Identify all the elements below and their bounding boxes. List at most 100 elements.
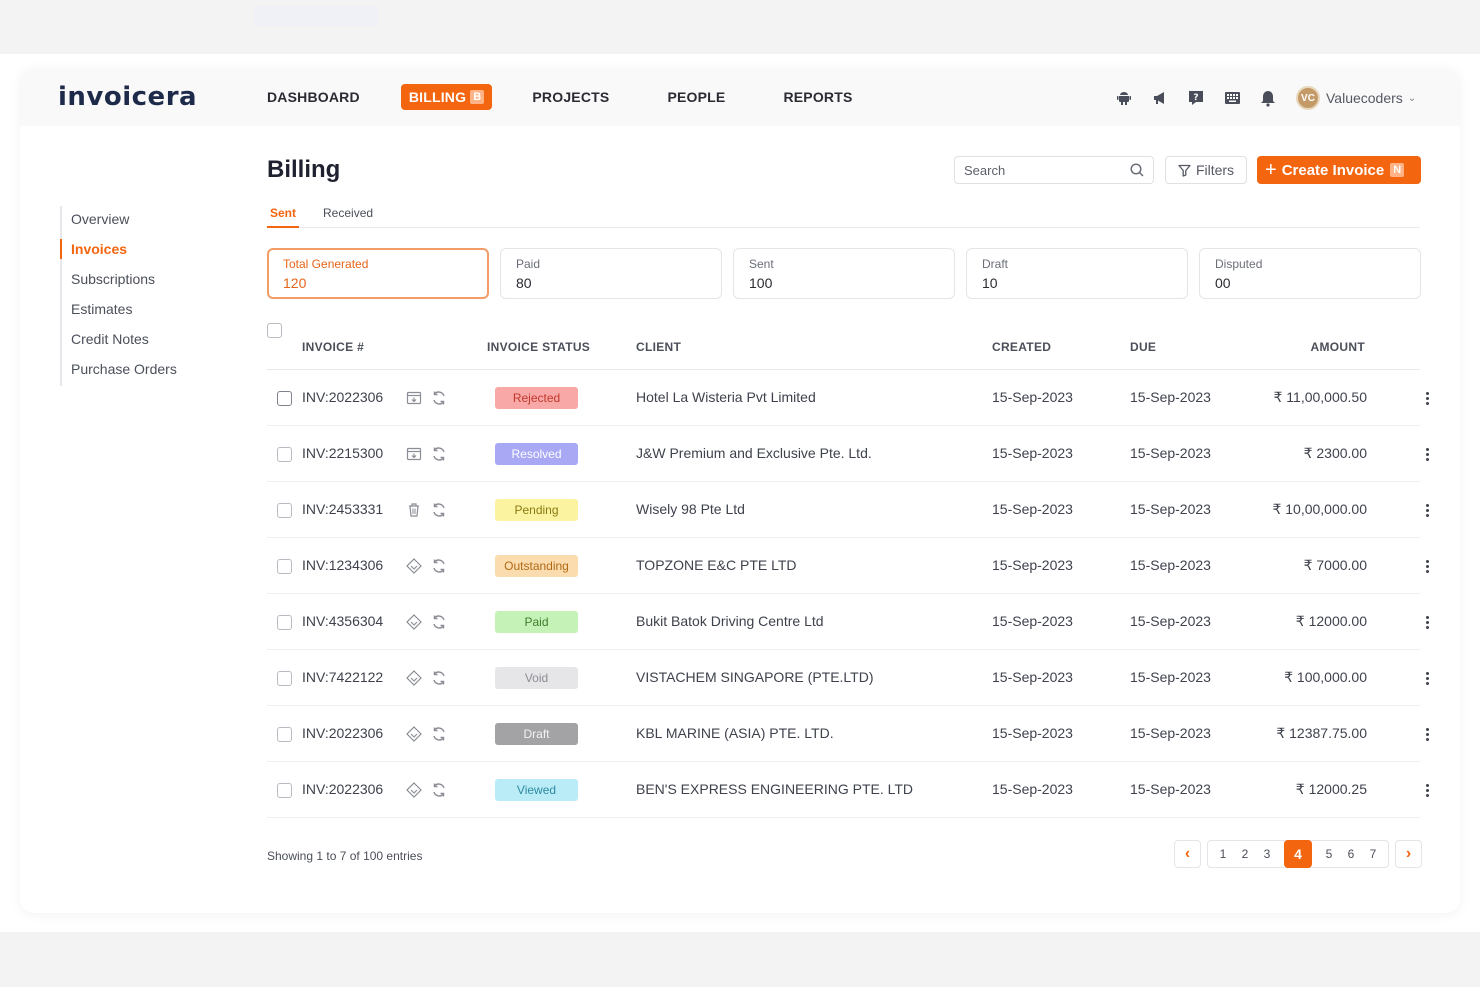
- diamond-icon[interactable]: [405, 725, 423, 743]
- column-due[interactable]: DUE: [1130, 340, 1157, 354]
- prev-page-button[interactable]: ‹: [1174, 840, 1201, 868]
- invoice-number[interactable]: INV:2215300: [302, 445, 384, 461]
- sidebar-item-purchase-orders[interactable]: Purchase Orders: [71, 361, 177, 377]
- diamond-icon[interactable]: [405, 781, 423, 799]
- user-menu[interactable]: VC Valuecoders ⌄: [1296, 86, 1416, 110]
- help-icon[interactable]: ?: [1186, 88, 1206, 108]
- status-badge: Pending: [495, 499, 578, 521]
- refresh-icon[interactable]: [430, 501, 448, 519]
- table-row[interactable]: INV:4356304 Paid Bukit Batok Driving Centr…: [267, 594, 1429, 650]
- sidebar-item-estimates[interactable]: Estimates: [71, 301, 133, 317]
- sidebar-item-invoices[interactable]: Invoices: [60, 236, 177, 266]
- sidebar-item-credit-notes[interactable]: Credit Notes: [71, 331, 149, 347]
- more-options-icon[interactable]: [1417, 780, 1437, 800]
- table-row[interactable]: INV:2022306 Draft KBL MARINE (ASIA) PTE. L…: [267, 706, 1429, 762]
- search-input[interactable]: [955, 157, 1115, 183]
- refresh-icon[interactable]: [430, 725, 448, 743]
- row-checkbox[interactable]: [277, 615, 292, 630]
- client-name: J&W Premium and Exclusive Pte. Ltd.: [636, 445, 872, 461]
- nav-people[interactable]: PEOPLE: [667, 89, 726, 105]
- table-row[interactable]: INV:2022306 Viewed BEN'S EXPRESS ENGINEERI…: [267, 762, 1429, 818]
- table-row[interactable]: INV:2215300 Resolved J&W Premium and Exclu…: [267, 426, 1429, 482]
- invoice-number[interactable]: INV:2453331: [302, 501, 384, 517]
- column-client[interactable]: CLIENT: [636, 340, 682, 354]
- row-checkbox[interactable]: [277, 727, 292, 742]
- refresh-icon[interactable]: [430, 389, 448, 407]
- refresh-icon[interactable]: [430, 445, 448, 463]
- nav-billing[interactable]: BILLING B: [400, 84, 493, 110]
- stat-card-sent[interactable]: Sent 100: [733, 248, 955, 299]
- column-created[interactable]: CREATED: [992, 340, 1052, 354]
- invoice-number[interactable]: INV:2022306: [302, 725, 384, 741]
- page-number-button[interactable]: 6: [1347, 847, 1355, 861]
- column-invoice[interactable]: INVOICE #: [302, 340, 365, 354]
- row-checkbox[interactable]: [277, 503, 292, 518]
- more-options-icon[interactable]: [1417, 500, 1437, 520]
- invoicera-logo[interactable]: invoicera: [58, 82, 198, 112]
- more-options-icon[interactable]: [1417, 724, 1437, 744]
- sidebar-item-subscriptions[interactable]: Subscriptions: [71, 271, 156, 287]
- more-options-icon[interactable]: [1417, 444, 1437, 464]
- page-number-button[interactable]: 5: [1325, 847, 1333, 861]
- row-checkbox[interactable]: [277, 671, 292, 686]
- stat-cards: Total Generated 120 Paid 80 Sent 100 Dra…: [267, 248, 1432, 299]
- stat-card-paid[interactable]: Paid 80: [500, 248, 722, 299]
- page-number-button[interactable]: 4: [1284, 840, 1312, 868]
- diamond-icon[interactable]: [405, 557, 423, 575]
- page-number-button[interactable]: 1: [1219, 847, 1227, 861]
- row-checkbox[interactable]: [277, 391, 292, 406]
- refresh-icon[interactable]: [430, 613, 448, 631]
- column-status[interactable]: INVOICE STATUS: [487, 340, 591, 354]
- row-checkbox[interactable]: [277, 559, 292, 574]
- nav-projects[interactable]: PROJECTS: [532, 89, 610, 105]
- search-icon[interactable]: [1129, 162, 1145, 178]
- trash-icon[interactable]: [405, 501, 423, 519]
- bell-icon[interactable]: [1258, 88, 1278, 108]
- megaphone-icon[interactable]: [1150, 88, 1170, 108]
- stat-card-draft[interactable]: Draft 10: [966, 248, 1188, 299]
- user-name: Valuecoders: [1326, 90, 1403, 106]
- refresh-icon[interactable]: [430, 669, 448, 687]
- more-options-icon[interactable]: [1417, 612, 1437, 632]
- tab-sent[interactable]: Sent: [267, 206, 300, 228]
- next-page-button[interactable]: ›: [1395, 840, 1422, 868]
- more-options-icon[interactable]: [1417, 388, 1437, 408]
- refresh-icon[interactable]: [430, 557, 448, 575]
- diamond-icon[interactable]: [405, 669, 423, 687]
- table-row[interactable]: INV:1234306 Outstanding TOPZONE E&C PTE LT…: [267, 538, 1429, 594]
- row-checkbox[interactable]: [277, 447, 292, 462]
- filters-button[interactable]: Filters: [1165, 156, 1247, 184]
- row-checkbox[interactable]: [277, 783, 292, 798]
- more-options-icon[interactable]: [1417, 556, 1437, 576]
- android-icon[interactable]: [1114, 88, 1134, 108]
- select-all-checkbox[interactable]: [267, 323, 282, 338]
- nav-reports[interactable]: REPORTS: [783, 89, 853, 105]
- save-icon[interactable]: [405, 389, 423, 407]
- diamond-icon[interactable]: [405, 613, 423, 631]
- invoice-number[interactable]: INV:1234306: [302, 557, 384, 573]
- amount: ₹ 7000.00: [1303, 557, 1367, 573]
- more-options-icon[interactable]: [1417, 668, 1437, 688]
- table-row[interactable]: INV:2022306 Rejected Hotel La Wisteria Pvt…: [267, 370, 1429, 426]
- tab-received[interactable]: Received: [323, 206, 374, 220]
- refresh-icon[interactable]: [430, 781, 448, 799]
- sidebar-item-overview[interactable]: Overview: [71, 211, 130, 227]
- create-invoice-button[interactable]: + Create Invoice N: [1257, 156, 1421, 184]
- table-row[interactable]: INV:2453331 Pending Wisely 98 Pte Ltd 15-Se…: [267, 482, 1429, 538]
- keyboard-icon[interactable]: [1222, 88, 1242, 108]
- invoice-number[interactable]: INV:2022306: [302, 389, 384, 405]
- invoice-number[interactable]: INV:2022306: [302, 781, 384, 797]
- table-row[interactable]: INV:7422122 Void VISTACHEM SINGAPORE (PTE.…: [267, 650, 1429, 706]
- invoice-number[interactable]: INV:7422122: [302, 669, 384, 685]
- invoice-number[interactable]: INV:4356304: [302, 613, 384, 629]
- column-amount[interactable]: AMOUNT: [1310, 340, 1365, 354]
- page-number-button[interactable]: 7: [1369, 847, 1377, 861]
- page-number-button[interactable]: 2: [1241, 847, 1249, 861]
- stat-card-total-generated[interactable]: Total Generated 120: [267, 248, 489, 299]
- page-number-button[interactable]: 3: [1263, 847, 1271, 861]
- created-date: 15-Sep-2023: [992, 501, 1073, 517]
- client-name: KBL MARINE (ASIA) PTE. LTD.: [636, 725, 834, 741]
- save-icon[interactable]: [405, 445, 423, 463]
- nav-dashboard[interactable]: DASHBOARD: [267, 89, 360, 105]
- stat-card-disputed[interactable]: Disputed 00: [1199, 248, 1421, 299]
